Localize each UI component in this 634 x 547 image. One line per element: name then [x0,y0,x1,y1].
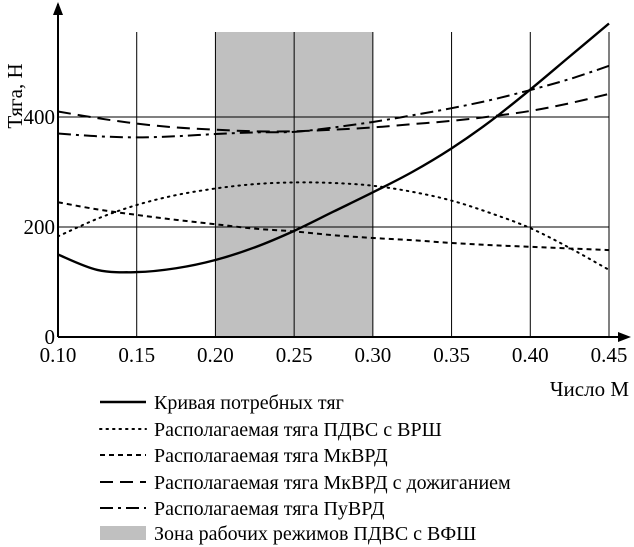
legend-label-pdvs-vrsh: Располагаемая тяга ПДВС с ВРШ [154,419,442,441]
x-tick-label-0.40: 0.40 [512,343,549,367]
grid [58,32,610,337]
curve-mkvrd-afterburn [57,92,610,133]
y-tick-label-200: 200 [24,215,56,239]
x-axis-arrow [618,332,631,342]
x-tick-label-0.10: 0.10 [40,343,77,367]
legend-label-mkvrd-afterburn: Располагаемая тяга МкВРД с дожиганием [154,472,511,494]
axes [53,2,631,342]
y-tick-label-400: 400 [24,105,56,129]
x-tick-label-0.45: 0.45 [591,343,628,367]
curve-puvrd [57,64,610,139]
legend-label-puvrd: Располагаемая тяга ПуВРД [154,498,385,520]
x-tick-label-0.25: 0.25 [276,343,313,367]
legend-label-zone: Зона рабочих режимов ПДВС с ВФШ [154,523,476,545]
x-tick-label-0.20: 0.20 [197,343,234,367]
legend-label-mkvrd: Располагаемая тяга МкВРД [154,445,388,467]
curve-pdvs-vrsh [57,181,610,271]
curve-mkvrd [57,201,610,252]
series-layer [57,22,610,274]
curve-required-thrust [57,22,610,274]
y-axis-arrow [53,2,63,15]
y-tick-label-0: 0 [45,325,56,349]
legend-swatch-zone [100,526,146,540]
legend-label-required: Кривая потребных тяг [154,392,344,414]
y-axis-label: Тяга, Н [3,63,27,128]
x-axis-label: Число М [550,377,629,401]
ticks: 0.10 0.15 0.20 0.25 0.30 0.35 0.40 0.45 0 200 400 [24,105,628,367]
x-tick-label-0.35: 0.35 [433,343,470,367]
legend: Кривая потребных тяг Располагаемая тяга … [99,392,511,545]
x-tick-label-0.30: 0.30 [354,343,391,367]
x-tick-label-0.15: 0.15 [118,343,155,367]
